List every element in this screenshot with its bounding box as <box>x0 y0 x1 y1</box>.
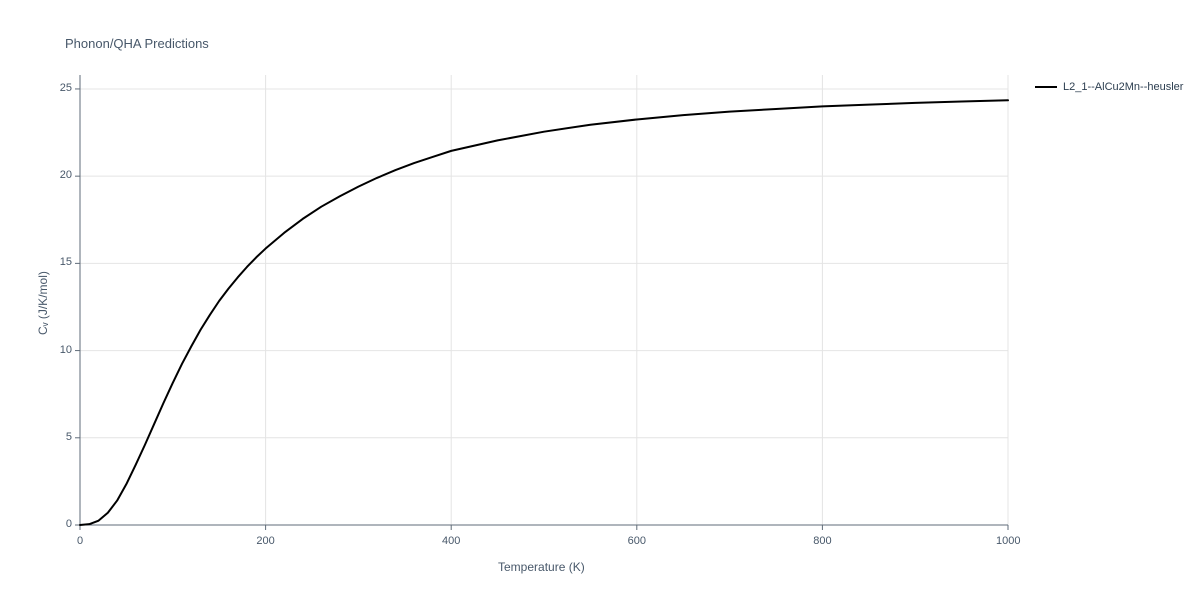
x-tick-label: 400 <box>439 535 463 547</box>
y-axis-label: Cᵥ (J/K/mol) <box>36 271 50 335</box>
x-axis-label: Temperature (K) <box>498 560 585 574</box>
x-tick-label: 1000 <box>996 535 1020 547</box>
legend-series-label: L2_1--AlCu2Mn--heusler <box>1063 81 1183 93</box>
y-tick-label: 5 <box>50 431 72 443</box>
y-tick-label: 10 <box>50 344 72 356</box>
y-tick-label: 25 <box>50 82 72 94</box>
y-tick-label: 20 <box>50 169 72 181</box>
x-tick-label: 600 <box>625 535 649 547</box>
chart-title: Phonon/QHA Predictions <box>65 36 209 51</box>
series-line <box>80 100 1008 525</box>
plot-area <box>70 65 1018 535</box>
x-tick-label: 200 <box>254 535 278 547</box>
x-tick-label: 800 <box>810 535 834 547</box>
y-tick-label: 15 <box>50 256 72 268</box>
y-tick-label: 0 <box>50 518 72 530</box>
x-tick-label: 0 <box>68 535 92 547</box>
legend-series-line <box>1035 86 1057 88</box>
legend: L2_1--AlCu2Mn--heusler <box>1035 81 1183 93</box>
chart-container: Phonon/QHA Predictions 02004006008001000… <box>0 0 1200 600</box>
